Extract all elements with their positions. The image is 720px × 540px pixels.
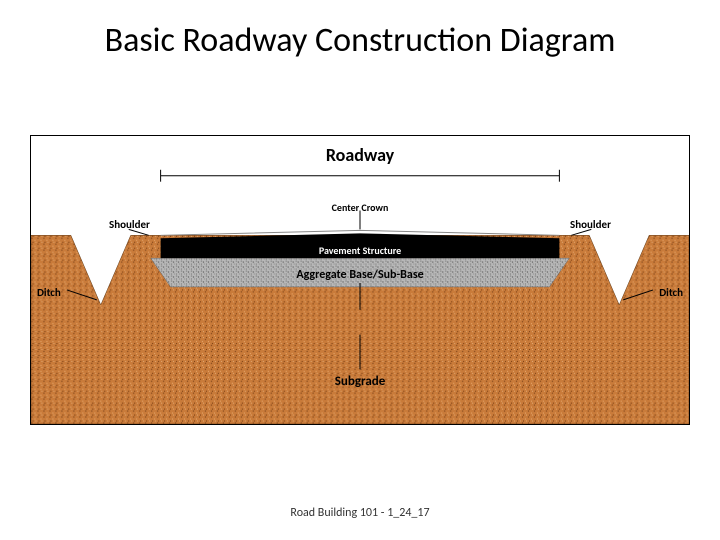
shoulder-left-label: Shoulder bbox=[109, 218, 150, 231]
footer-text: Road Building 101 - 1_24_17 bbox=[0, 506, 720, 520]
roadway-label: Roadway bbox=[31, 144, 689, 166]
roadway-diagram: Roadway Center Crown Shoulder Shoulder D… bbox=[30, 135, 690, 425]
ditch-left-label: Ditch bbox=[37, 286, 61, 299]
ditch-right-label: Ditch bbox=[659, 286, 683, 299]
aggregate-base-label: Aggregate Base/Sub-Base bbox=[31, 268, 689, 282]
center-crown-label: Center Crown bbox=[31, 201, 689, 214]
slide-title: Basic Roadway Construction Diagram bbox=[0, 20, 720, 61]
subgrade-label: Subgrade bbox=[31, 374, 689, 389]
shoulder-right-label: Shoulder bbox=[570, 218, 611, 231]
pavement-structure-label: Pavement Structure bbox=[31, 244, 689, 257]
